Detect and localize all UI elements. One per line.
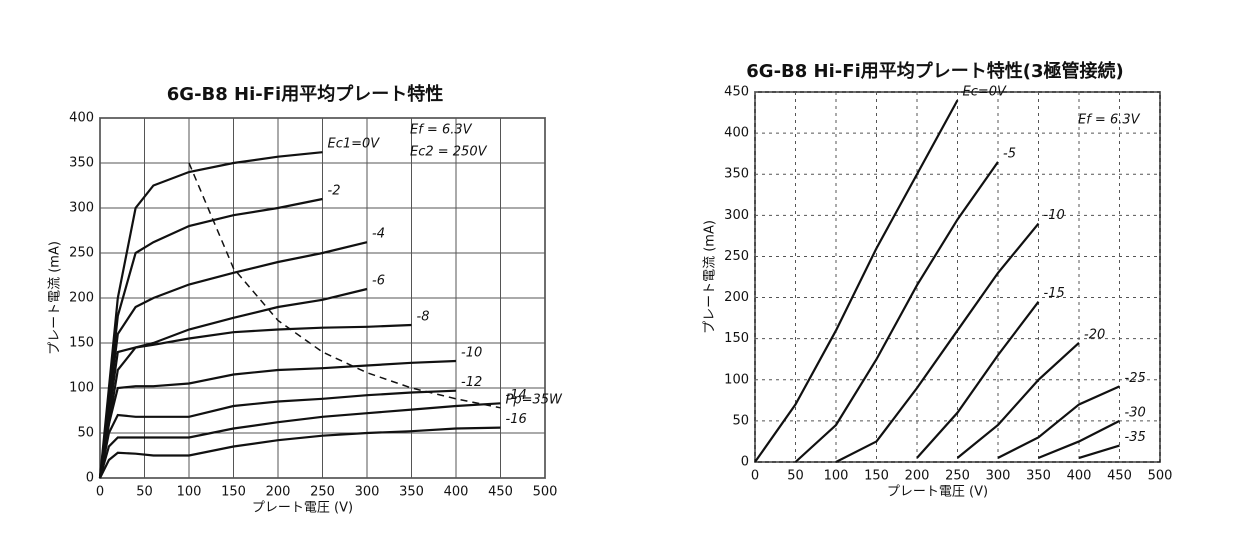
x-tick-label: 50 — [136, 485, 153, 500]
x-tick-label: 200 — [266, 485, 291, 500]
curve-label: Ec=0V — [963, 85, 1008, 100]
curve-label: -10 — [461, 346, 482, 361]
curve — [98, 197, 323, 479]
curve — [98, 323, 412, 479]
curve-label: -4 — [372, 227, 385, 242]
x-tick-label: 0 — [751, 469, 759, 484]
curve-label: -25 — [1125, 371, 1146, 386]
y-tick-label: 400 — [724, 126, 749, 141]
y-tick-label: 250 — [69, 246, 94, 261]
y-axis-label: プレート電流 (mA) — [703, 220, 718, 334]
x-tick-label: 450 — [1107, 469, 1132, 484]
curve — [1078, 444, 1120, 459]
y-tick-label: 400 — [69, 111, 94, 126]
y-tick-label: 0 — [86, 471, 94, 486]
x-tick-label: 150 — [221, 485, 246, 500]
curve — [188, 162, 501, 409]
y-tick-label: 300 — [724, 208, 749, 223]
x-tick-label: 450 — [488, 485, 513, 500]
y-tick-label: 150 — [724, 331, 749, 346]
x-tick-label: 200 — [905, 469, 930, 484]
curve — [1038, 419, 1120, 459]
x-tick-label: 300 — [986, 469, 1011, 484]
curve-label: -5 — [1003, 146, 1016, 161]
curve-label: -14 — [506, 388, 527, 403]
y-tick-label: 200 — [69, 291, 94, 306]
curve-label: -20 — [1084, 327, 1105, 342]
y-tick-label: 350 — [69, 156, 94, 171]
x-tick-label: 150 — [864, 469, 889, 484]
curve-label: -2 — [328, 184, 341, 199]
y-tick-label: 0 — [741, 455, 749, 470]
y-tick-label: 250 — [724, 249, 749, 264]
curve — [98, 241, 368, 479]
x-axis-label: プレート電圧 (V) — [252, 501, 353, 516]
y-tick-label: 450 — [724, 85, 749, 100]
curve — [99, 426, 501, 479]
curve-label: -12 — [461, 375, 482, 390]
y-tick-label: 100 — [69, 381, 94, 396]
annotation: Ef = 6.3V — [410, 123, 473, 138]
curve — [835, 222, 1040, 463]
x-tick-label: 350 — [399, 485, 424, 500]
x-tick-label: 250 — [945, 469, 970, 484]
curve — [98, 402, 501, 479]
x-tick-label: 400 — [444, 485, 469, 500]
x-tick-label: 100 — [824, 469, 849, 484]
curve-label: -10 — [1044, 208, 1065, 223]
curve — [98, 359, 457, 479]
y-tick-label: 300 — [69, 201, 94, 216]
x-tick-label: 500 — [1148, 469, 1173, 484]
curve-label: Ec1=0V — [328, 137, 381, 152]
curve — [98, 151, 323, 479]
curve-label: -35 — [1125, 430, 1146, 445]
curve-label: -8 — [417, 310, 430, 325]
curve — [754, 99, 959, 463]
x-tick-label: 300 — [355, 485, 380, 500]
y-tick-label: 50 — [77, 426, 94, 441]
x-tick-label: 350 — [1026, 469, 1051, 484]
chart-title: 6G-B8 Hi-Fi用平均プレート特性 — [167, 83, 443, 105]
curve — [98, 389, 457, 479]
curve — [98, 287, 368, 479]
annotation: Ec2 = 250V — [410, 145, 488, 160]
curve-label: -30 — [1125, 405, 1146, 420]
x-tick-label: 250 — [310, 485, 335, 500]
y-tick-label: 100 — [724, 372, 749, 387]
curve-label: -6 — [372, 274, 385, 289]
y-axis-label: プレート電流 (mA) — [48, 241, 63, 355]
curve — [956, 341, 1080, 459]
y-tick-label: 350 — [724, 167, 749, 182]
x-tick-label: 100 — [177, 485, 202, 500]
x-axis-label: プレート電圧 (V) — [887, 485, 988, 500]
curve — [916, 301, 1040, 459]
curve-label: -16 — [506, 412, 527, 427]
curve-label: Pp=35W — [506, 392, 564, 407]
curve — [794, 161, 999, 463]
y-tick-label: 200 — [724, 290, 749, 305]
x-tick-label: 50 — [787, 469, 804, 484]
chart-title: 6G-B8 Hi-Fi用平均プレート特性(3極管接続) — [746, 60, 1123, 82]
y-tick-label: 150 — [69, 336, 94, 351]
curve-label: -15 — [1044, 286, 1065, 301]
x-tick-label: 400 — [1067, 469, 1092, 484]
curve — [997, 385, 1120, 459]
x-tick-label: 0 — [96, 485, 104, 500]
x-tick-label: 500 — [533, 485, 558, 500]
y-tick-label: 50 — [732, 413, 749, 428]
annotation: Ef = 6.3V — [1078, 113, 1141, 128]
